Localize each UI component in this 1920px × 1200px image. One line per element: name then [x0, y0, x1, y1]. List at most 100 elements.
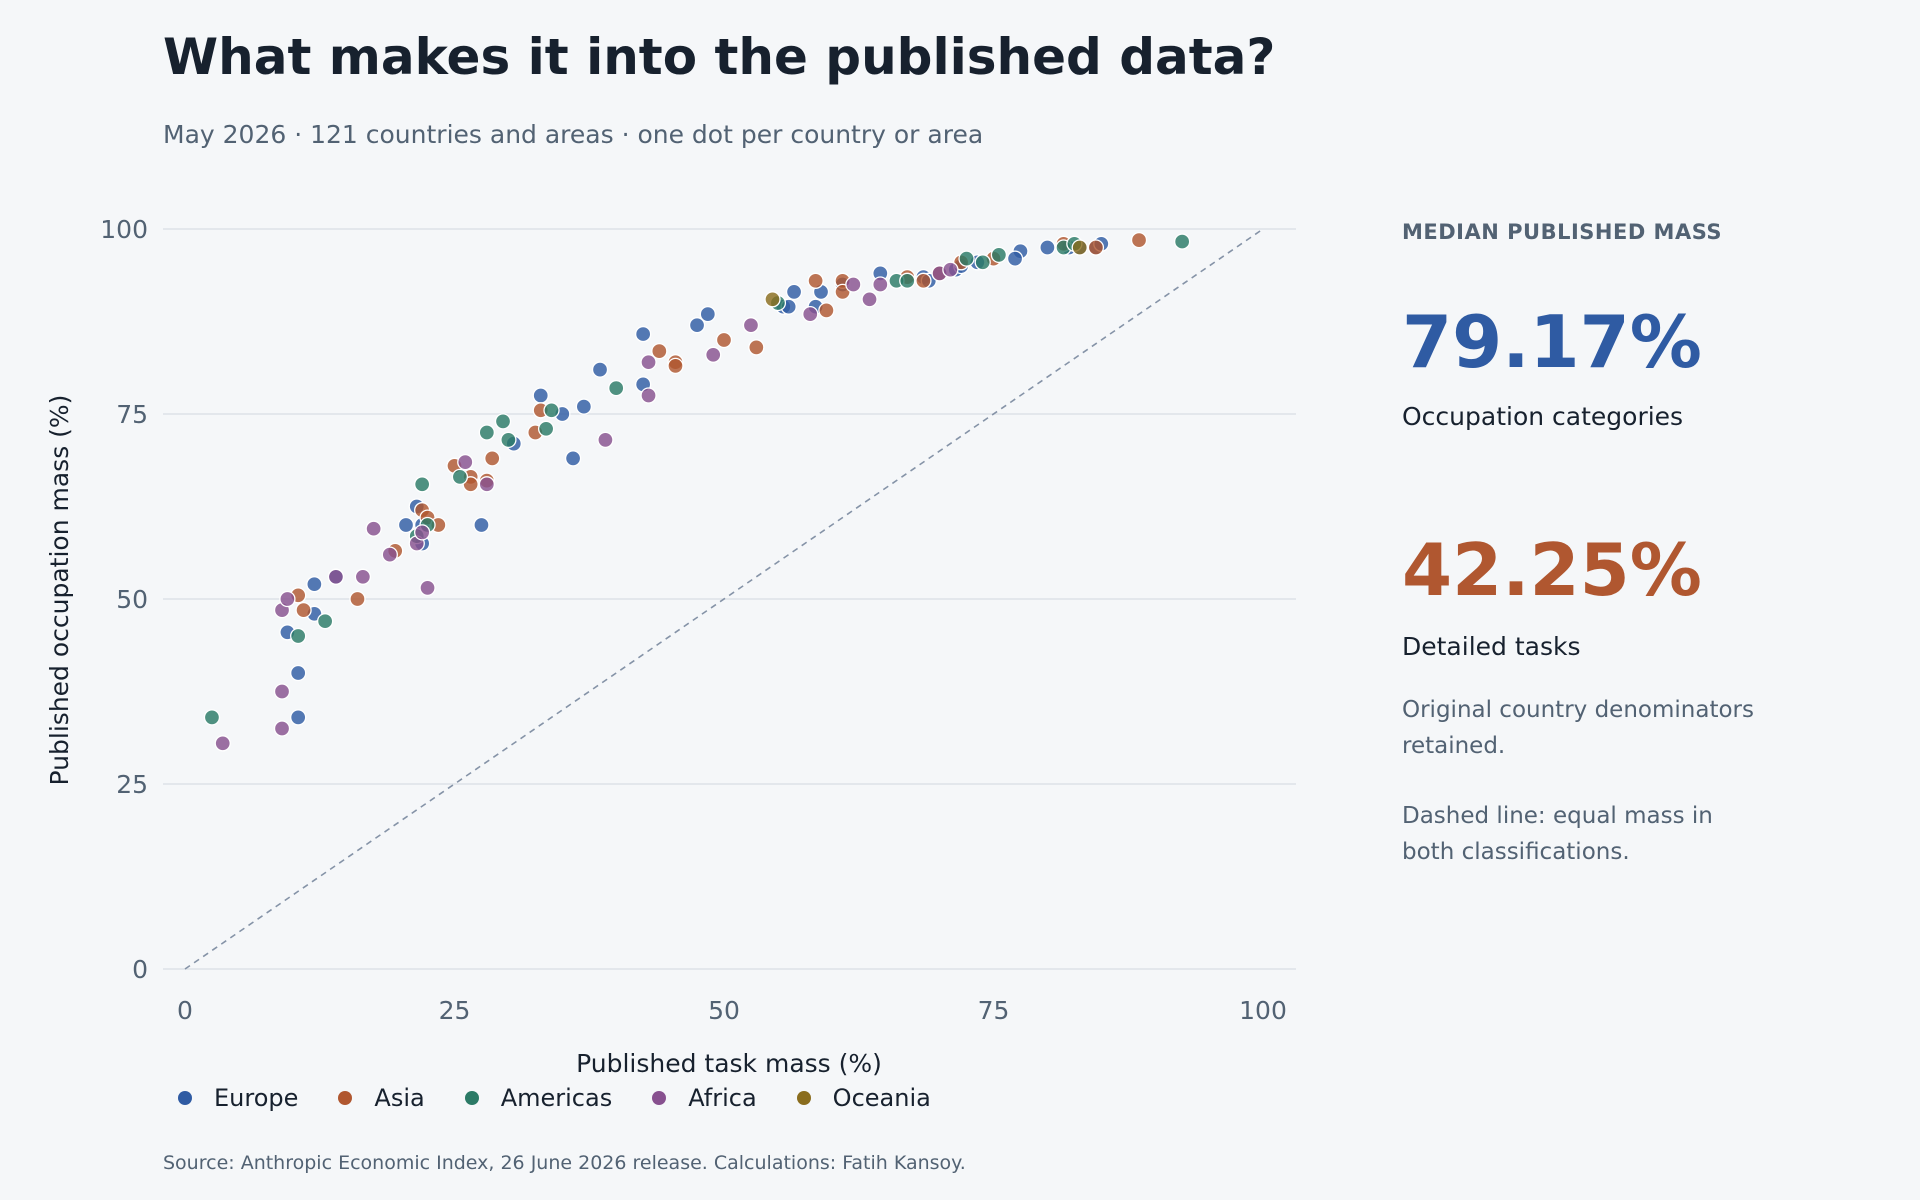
data-point-africa	[942, 261, 959, 278]
data-point-africa	[273, 683, 291, 700]
data-point-asia	[349, 590, 366, 608]
data-point-americas	[478, 424, 495, 441]
legend-label: Europe	[214, 1084, 299, 1112]
data-point-americas	[543, 402, 560, 419]
data-point-africa	[419, 579, 436, 597]
legend-label: Africa	[688, 1084, 757, 1112]
note-dashed-line: Dashed line: equal mass in both classifi…	[1402, 803, 1713, 865]
data-point-africa	[742, 317, 760, 334]
data-point-europe	[635, 325, 652, 343]
data-point-americas	[500, 431, 517, 449]
data-point-africa	[705, 346, 722, 363]
data-point-africa	[381, 546, 398, 563]
data-point-asia	[748, 339, 765, 356]
y-tick-label: 50	[116, 585, 148, 614]
data-point-africa	[640, 354, 657, 371]
data-point-oceania	[1071, 239, 1088, 256]
data-point-americas	[494, 413, 512, 430]
y-axis-label: Published occupation mass (%)	[45, 395, 74, 786]
grid-lines	[163, 228, 1296, 970]
data-point-africa	[279, 590, 296, 608]
data-point-europe	[575, 398, 593, 415]
data-point-asia	[667, 357, 684, 375]
x-tick-label: 0	[177, 996, 193, 1025]
legend-dot-icon	[652, 1091, 667, 1105]
legend-label: Oceania	[832, 1084, 931, 1112]
data-point-africa	[354, 568, 372, 585]
x-tick-label: 75	[978, 996, 1010, 1025]
legend-dot-icon	[796, 1091, 811, 1105]
side-panel-heading: MEDIAN PUBLISHED MASS	[1402, 220, 1723, 244]
data-point-europe	[290, 664, 307, 682]
chart-subtitle: May 2026 · 121 countries and areas · one…	[163, 120, 984, 149]
stat-tasks-label: Detailed tasks	[1402, 632, 1581, 661]
data-point-africa	[327, 568, 345, 585]
legend-dot-icon	[338, 1091, 353, 1105]
data-point-americas	[974, 254, 991, 271]
data-point-asia	[651, 342, 668, 360]
data-point-asia	[715, 331, 733, 349]
chart-legend: Europe Asia Americas Africa Oceania	[178, 1084, 971, 1112]
data-point-asia	[1130, 231, 1148, 249]
x-tick-label: 50	[708, 996, 740, 1025]
legend-item-europe: Europe	[178, 1084, 298, 1112]
data-point-americas	[451, 468, 469, 486]
data-point-europe	[591, 361, 609, 378]
data-point-americas	[537, 420, 555, 437]
data-point-africa	[640, 387, 657, 404]
data-point-africa	[845, 276, 862, 293]
data-point-americas	[316, 613, 334, 630]
data-point-europe	[397, 516, 415, 534]
data-point-africa	[478, 476, 495, 493]
chart-title: What makes it into the published data?	[163, 28, 1276, 86]
data-point-africa	[457, 453, 474, 471]
x-tick-label: 100	[1239, 996, 1287, 1025]
data-point-americas	[958, 250, 975, 267]
data-point-africa	[802, 305, 819, 323]
stat-tasks-value: 42.25%	[1402, 528, 1702, 612]
data-point-africa	[365, 520, 382, 537]
equal-mass-line	[184, 228, 1264, 970]
x-axis-label: Published task mass (%)	[576, 1049, 882, 1078]
legend-item-americas: Americas	[464, 1084, 613, 1112]
data-point-europe	[1006, 250, 1024, 267]
data-point-europe	[473, 516, 490, 534]
data-point-europe	[532, 387, 549, 404]
data-point-africa	[414, 524, 431, 541]
y-axis-ticks: 0 25 50 75 100	[100, 215, 148, 984]
data-point-asia	[818, 302, 835, 319]
data-point-americas	[990, 246, 1008, 264]
data-point-americas	[1174, 233, 1191, 250]
data-point-africa	[214, 735, 231, 752]
stat-occupation-label: Occupation categories	[1402, 402, 1684, 431]
data-point-europe	[688, 317, 706, 334]
data-point-americas	[899, 272, 916, 289]
y-tick-label: 25	[116, 770, 148, 799]
legend-item-asia: Asia	[338, 1084, 425, 1112]
data-point-europe	[1039, 239, 1056, 256]
data-point-africa	[597, 431, 614, 449]
x-tick-label: 25	[439, 996, 471, 1025]
x-axis-ticks: 0 25 50 75 100	[177, 996, 1287, 1025]
note-denominators: Original country denominators retained.	[1402, 697, 1754, 759]
data-point-oceania	[764, 291, 781, 308]
data-point-europe	[699, 305, 716, 323]
data-point-africa	[872, 276, 889, 293]
source-note: Source: Anthropic Economic Index, 26 Jun…	[163, 1152, 966, 1174]
legend-dot-icon	[178, 1091, 192, 1105]
y-tick-label: 75	[116, 400, 148, 429]
data-point-europe	[564, 450, 582, 467]
data-point-asia	[295, 601, 312, 619]
data-point-asia	[915, 272, 932, 289]
data-point-europe	[290, 709, 307, 726]
data-point-europe	[785, 283, 803, 301]
y-tick-label: 0	[132, 955, 148, 984]
data-point-africa	[273, 720, 291, 737]
data-point-americas	[290, 627, 307, 645]
legend-dot-icon	[464, 1091, 479, 1105]
legend-label: Americas	[500, 1084, 613, 1112]
data-point-asia	[1087, 239, 1105, 256]
y-tick-label: 100	[100, 215, 148, 244]
data-point-africa	[861, 291, 878, 308]
